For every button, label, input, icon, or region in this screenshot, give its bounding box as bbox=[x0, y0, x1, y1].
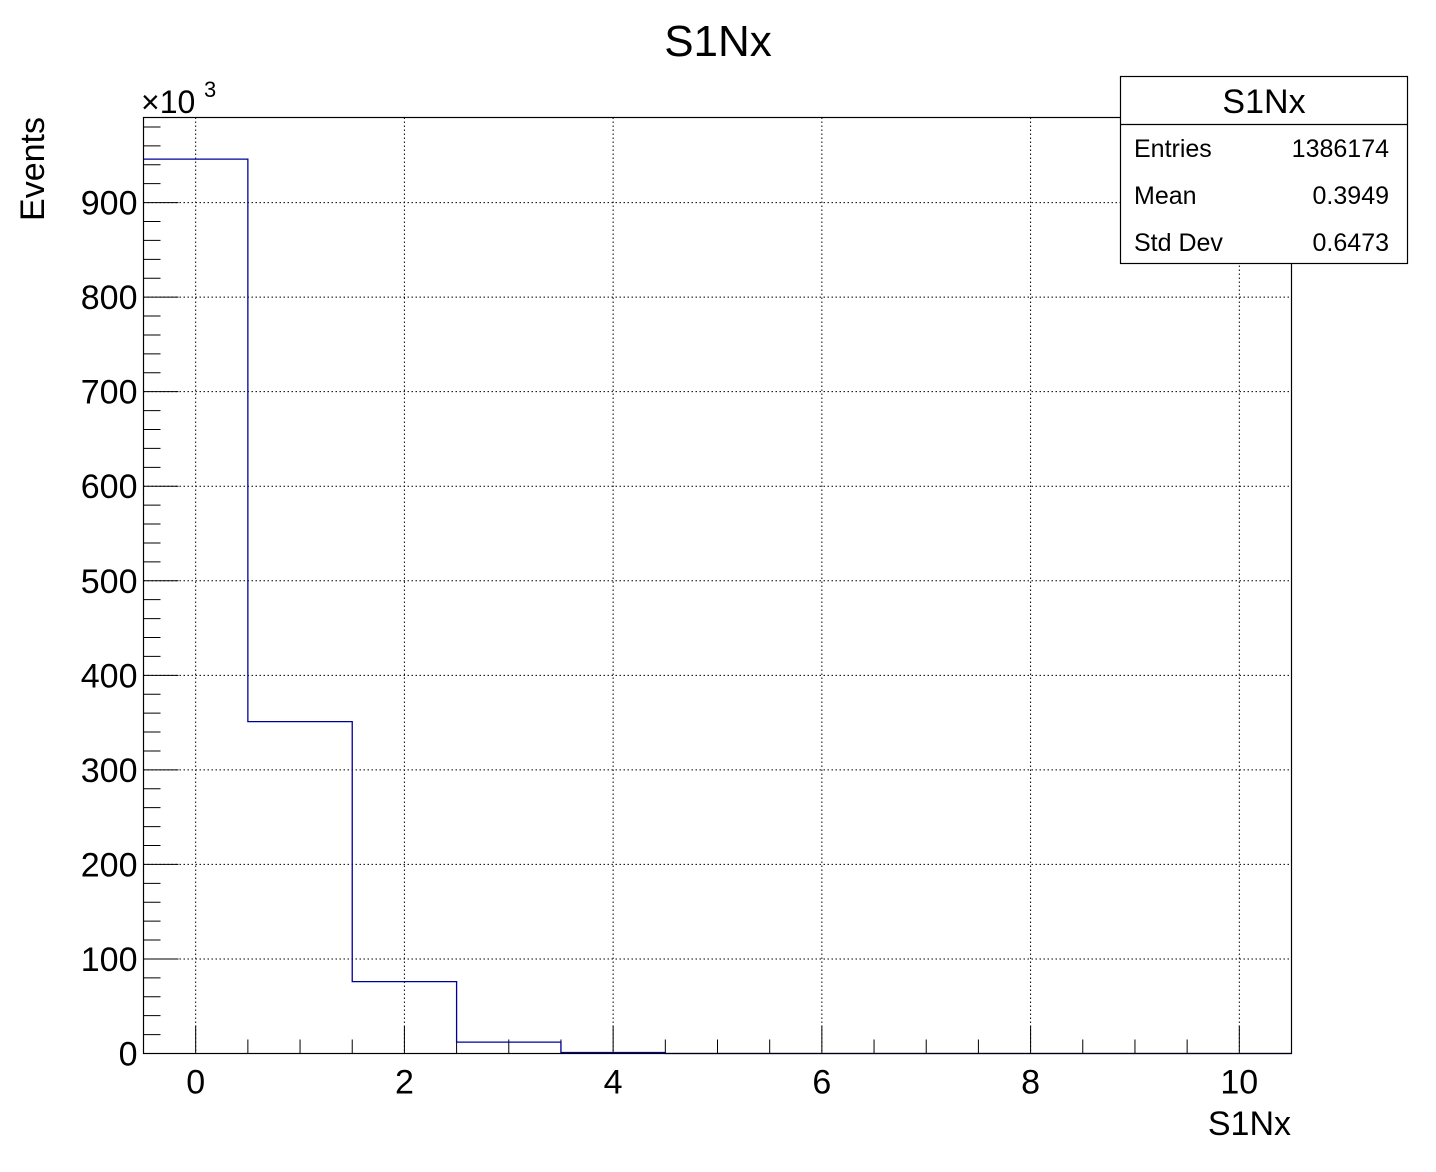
stats-box: S1Nx Entries 1386174 Mean 0.3949 Std Dev… bbox=[1119, 75, 1409, 265]
x-tick-label: 10 bbox=[1220, 1064, 1258, 1102]
stats-mean-label: Mean bbox=[1134, 182, 1197, 210]
y-tick-label: 900 bbox=[81, 185, 138, 223]
ticks-layer bbox=[143, 126, 1292, 1054]
x-tick-label: 2 bbox=[395, 1064, 414, 1102]
stats-box-frame bbox=[1119, 75, 1409, 265]
y-tick-label: 100 bbox=[81, 941, 138, 979]
y-multiplier-base: ×10 bbox=[141, 84, 195, 120]
y-multiplier: ×10 3 bbox=[141, 77, 216, 120]
x-tick-label: 6 bbox=[812, 1064, 831, 1102]
series-layer bbox=[143, 158, 1292, 1055]
x-tick-label: 8 bbox=[1021, 1064, 1040, 1102]
chart-title: S1Nx bbox=[664, 17, 772, 66]
y-tick-label: 500 bbox=[81, 563, 138, 601]
x-axis-label: S1Nx bbox=[1208, 1105, 1291, 1143]
stats-entries-label: Entries bbox=[1134, 135, 1212, 163]
y-axis-label: Events bbox=[14, 117, 52, 221]
plot-frame bbox=[142, 116, 1293, 1055]
y-tick-label: 200 bbox=[81, 846, 138, 884]
y-tick-label: 400 bbox=[81, 657, 138, 695]
y-tick-label: 600 bbox=[81, 468, 138, 506]
y-tick-label: 0 bbox=[119, 1036, 138, 1074]
stats-box-title: S1Nx bbox=[1222, 83, 1305, 121]
y-multiplier-exponent: 3 bbox=[204, 77, 216, 102]
stats-entries-value: 1386174 bbox=[1292, 135, 1389, 163]
y-tick-label: 700 bbox=[81, 374, 138, 412]
histogram-outline bbox=[143, 158, 1292, 1055]
stats-mean-value: 0.3949 bbox=[1313, 182, 1389, 210]
x-tick-label: 0 bbox=[186, 1064, 205, 1102]
grid-layer bbox=[143, 117, 1292, 1054]
histogram-bin bbox=[248, 722, 352, 1054]
y-tick-label: 300 bbox=[81, 752, 138, 790]
stats-stddev-value: 0.6473 bbox=[1313, 229, 1389, 257]
stats-stddev-label: Std Dev bbox=[1134, 229, 1223, 257]
x-tick-label: 4 bbox=[604, 1064, 623, 1102]
y-tick-label: 800 bbox=[81, 279, 138, 317]
